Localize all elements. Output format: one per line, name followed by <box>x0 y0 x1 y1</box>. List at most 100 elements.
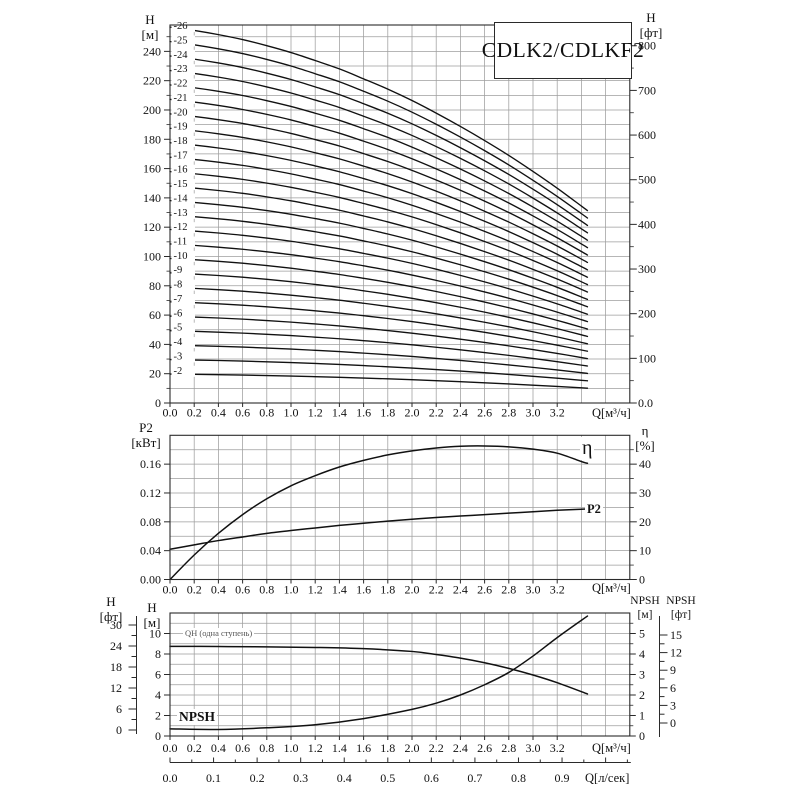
stage-curve-label: -3 <box>174 351 183 362</box>
stage-label-bg <box>171 222 195 234</box>
svg-text:2.6: 2.6 <box>477 741 492 755</box>
svg-text:0.16: 0.16 <box>140 457 161 471</box>
stage-label-bg <box>171 322 195 334</box>
svg-text:220: 220 <box>143 74 161 88</box>
mid-x-axis-label: Q[м³/ч] <box>592 581 631 595</box>
stage-curve--2 <box>169 373 589 389</box>
top-right-axis-header: H [фт] <box>639 10 663 40</box>
top-chart-head-curves: -2 -3 -4 -5 -6 -7 -8 -9 -10 -11 -12 -13 -14 -15 -16 -17… <box>143 21 656 420</box>
svg-text:120: 120 <box>143 220 161 234</box>
svg-text:0.6: 0.6 <box>235 741 250 755</box>
svg-text:0.0: 0.0 <box>163 771 178 785</box>
curve--qh-single-stage <box>169 645 589 695</box>
svg-text:0.6: 0.6 <box>235 583 250 597</box>
svg-text:5: 5 <box>639 627 645 641</box>
svg-text:0.00: 0.00 <box>140 573 161 587</box>
stage-curve--19 <box>169 127 589 264</box>
stage-curve--11 <box>169 243 589 323</box>
stage-curve-label: -6 <box>174 308 183 319</box>
svg-text:2.4: 2.4 <box>453 583 468 597</box>
stage-curve--9 <box>169 272 589 338</box>
stage-label-bg <box>171 308 195 320</box>
stage-curve--3 <box>169 358 589 382</box>
svg-text:140: 140 <box>143 191 161 205</box>
svg-text:0.4: 0.4 <box>211 583 226 597</box>
svg-text:2.0: 2.0 <box>405 406 420 420</box>
svg-text:30: 30 <box>639 486 651 500</box>
stage-curve--21 <box>169 98 589 249</box>
svg-text:30: 30 <box>110 618 122 632</box>
svg-text:0.1: 0.1 <box>206 771 221 785</box>
svg-text:2.2: 2.2 <box>429 741 444 755</box>
svg-text:240: 240 <box>143 44 161 58</box>
stage-curve-label: -18 <box>174 136 188 147</box>
svg-text:0: 0 <box>639 729 645 743</box>
stage-label-bg <box>171 164 195 176</box>
svg-text:3.2: 3.2 <box>550 406 565 420</box>
stage-curve--20 <box>169 113 589 256</box>
svg-text:2.6: 2.6 <box>477 406 492 420</box>
stage-curve--10 <box>169 257 589 330</box>
curve--p2 <box>169 508 589 550</box>
stage-curve-label: -16 <box>174 165 188 176</box>
svg-text:2.0: 2.0 <box>405 741 420 755</box>
stage-curve-label: -26 <box>174 21 188 32</box>
stage-curve-label: -25 <box>174 35 188 46</box>
stage-label-bg <box>171 21 195 33</box>
middle-chart-power-efficiency: 0.00 0.04 0.08 0.12 0.16 0 10 20 30 40 0.0 0.2 0.4 0.… <box>140 434 651 597</box>
svg-text:0.2: 0.2 <box>250 771 265 785</box>
svg-text:0.4: 0.4 <box>211 406 226 420</box>
svg-text:10: 10 <box>639 544 651 558</box>
svg-text:80: 80 <box>149 279 161 293</box>
stage-label-bg <box>171 351 195 363</box>
stage-curve--17 <box>169 156 589 278</box>
stage-curve--24 <box>169 55 589 227</box>
svg-text:8: 8 <box>155 647 161 661</box>
svg-text:0.6: 0.6 <box>235 406 250 420</box>
stage-curve-label: -5 <box>174 323 183 334</box>
svg-text:1.0: 1.0 <box>284 583 299 597</box>
stage-curve-label: -2 <box>174 366 183 377</box>
mid-left-axis-header: P2 [кВт] <box>131 420 161 450</box>
stage-label-bg <box>171 265 195 277</box>
svg-text:0.8: 0.8 <box>259 583 274 597</box>
svg-text:0.04: 0.04 <box>140 544 161 558</box>
svg-text:0.5: 0.5 <box>380 771 395 785</box>
stage-label-bg <box>171 78 195 90</box>
stage-curve--16 <box>169 170 589 286</box>
svg-text:1.2: 1.2 <box>308 741 323 755</box>
svg-text:2: 2 <box>639 688 645 702</box>
svg-text:2.6: 2.6 <box>477 583 492 597</box>
svg-text:0: 0 <box>639 573 645 587</box>
stage-curve-label: -21 <box>174 93 188 104</box>
svg-text:1.4: 1.4 <box>332 583 347 597</box>
bottom-right-npsh-ft-ruler: 0 3 6 9 12 15 <box>659 616 682 737</box>
svg-text:1.4: 1.4 <box>332 741 347 755</box>
svg-text:2.8: 2.8 <box>501 583 516 597</box>
stage-curve-label: -4 <box>174 337 183 348</box>
svg-text:40: 40 <box>639 457 651 471</box>
stage-curve-label: -22 <box>174 79 188 90</box>
bottom-right-npsh-m-header: NPSH [м] <box>630 595 660 621</box>
stage-label-bg <box>171 64 195 76</box>
stage-curve-label: -7 <box>174 294 183 305</box>
svg-text:0.7: 0.7 <box>467 771 482 785</box>
stage-curve-label: -11 <box>174 237 188 248</box>
svg-text:0.4: 0.4 <box>337 771 352 785</box>
svg-text:1.8: 1.8 <box>380 583 395 597</box>
top-x-axis-label: Q[м³/ч] <box>592 406 631 420</box>
svg-text:0.8: 0.8 <box>259 741 274 755</box>
stage-curve--4 <box>169 344 589 375</box>
svg-text:0.08: 0.08 <box>140 515 161 529</box>
svg-text:6: 6 <box>670 681 676 695</box>
stage-curve-label: -12 <box>174 222 188 233</box>
svg-text:3.2: 3.2 <box>550 741 565 755</box>
stage-curve-label: -9 <box>174 265 183 276</box>
svg-text:24: 24 <box>110 639 122 653</box>
svg-text:400: 400 <box>638 217 656 231</box>
svg-text:3.0: 3.0 <box>526 741 541 755</box>
svg-text:180: 180 <box>143 132 161 146</box>
stage-label-bg <box>171 35 195 47</box>
stage-label-bg <box>171 121 195 133</box>
